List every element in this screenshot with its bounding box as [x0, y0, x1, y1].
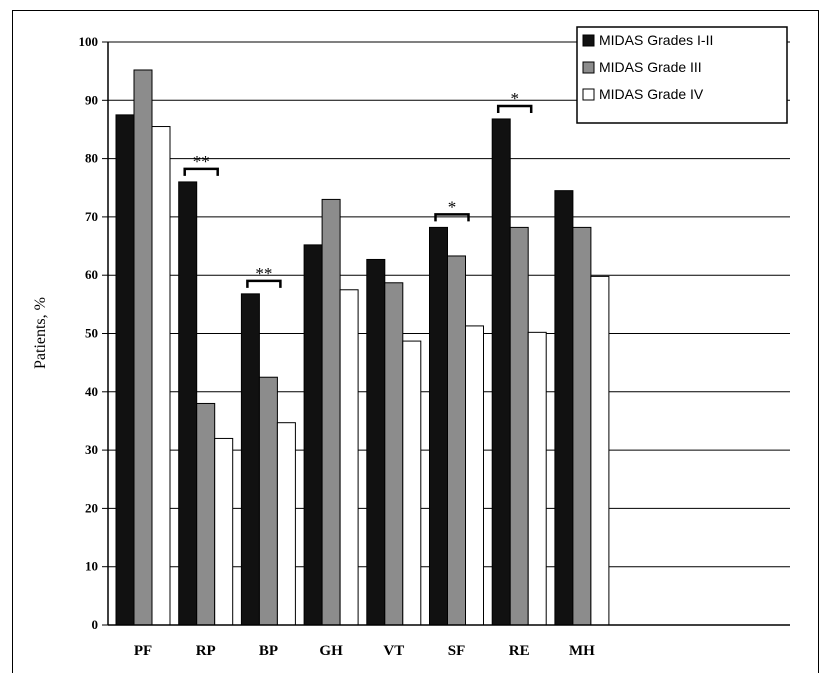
axes	[102, 41, 790, 626]
x-tick-label: VT	[383, 643, 404, 659]
legend-entry: MIDAS Grade IV	[599, 86, 704, 102]
bar-mh-series-1	[572, 226, 592, 626]
legend-box	[576, 26, 788, 124]
y-tick-label: 50	[85, 326, 98, 341]
bar-sf-series-0	[429, 226, 448, 626]
bar-pf-series-2	[151, 126, 171, 626]
legend-entry: MIDAS Grades I-II	[599, 32, 713, 48]
bar-mh-series-2	[590, 275, 610, 626]
x-tick-label: RE	[509, 643, 530, 659]
x-tick-label: GH	[319, 643, 343, 659]
y-tick-labels: 0 10 20 30 40 50 60 70 80 90 100	[79, 34, 99, 632]
significance-bracket	[434, 213, 470, 222]
y-tick-label: 10	[85, 559, 98, 574]
chart-frame	[12, 10, 819, 673]
significance-label: *	[448, 197, 457, 216]
bar-re-series-1	[509, 226, 529, 626]
bar-vt-series-2	[402, 340, 422, 626]
significance-label: **	[193, 152, 210, 171]
bar-sf-series-2	[465, 325, 484, 626]
y-tick-label: 40	[85, 384, 98, 399]
significance-bracket	[246, 279, 282, 288]
bar-pf-series-1	[133, 69, 153, 626]
bar-vt-series-1	[384, 282, 404, 626]
significance-bracket	[496, 104, 533, 113]
legend-swatch	[582, 34, 595, 47]
bar-rp-series-0	[178, 181, 198, 626]
x-tick-label: SF	[448, 643, 466, 659]
legend-entry: MIDAS Grade III	[599, 59, 702, 75]
bar-gh-series-2	[339, 289, 359, 626]
y-tick-label: 0	[92, 617, 99, 632]
significance-label: *	[510, 89, 519, 108]
bar-re-series-0	[491, 118, 511, 626]
x-tick-labels: PF RP BP GH VT SF RE MH	[134, 643, 595, 659]
bar-re-series-2	[527, 331, 547, 626]
y-tick-label: 60	[85, 267, 98, 282]
bar-pf-series-0	[115, 114, 135, 626]
x-tick-label: PF	[134, 643, 152, 659]
bar-rp-series-2	[214, 437, 234, 626]
y-tick-label: 20	[85, 500, 98, 515]
bar-rp-series-1	[196, 402, 216, 626]
x-tick-label: RP	[196, 643, 216, 659]
bar-mh-series-0	[554, 190, 574, 626]
y-tick-label: 100	[79, 34, 99, 49]
x-tick-label: MH	[569, 643, 595, 659]
y-tick-label: 90	[85, 92, 98, 107]
significance-bracket	[183, 167, 219, 176]
bar-vt-series-0	[366, 258, 386, 626]
bar-bp-series-1	[258, 376, 278, 626]
bar-gh-series-0	[303, 244, 323, 626]
y-tick-label: 30	[85, 442, 98, 457]
significance-label: **	[255, 264, 272, 283]
bar-bp-series-2	[276, 422, 296, 626]
significance-markers: ******	[183, 89, 533, 288]
y-axis-label: Patients, %	[32, 297, 49, 369]
bar-gh-series-1	[321, 198, 341, 626]
bars	[115, 69, 610, 626]
bar-sf-series-1	[447, 255, 466, 626]
legend: MIDAS Grades I-II MIDAS Grade III MIDAS Gr…	[576, 26, 788, 124]
y-tick-label: 80	[85, 151, 98, 166]
bar-bp-series-0	[240, 293, 260, 626]
y-tick-label: 70	[85, 209, 98, 224]
legend-swatch	[582, 88, 595, 101]
legend-swatch	[582, 61, 595, 74]
x-tick-label: BP	[259, 643, 278, 659]
